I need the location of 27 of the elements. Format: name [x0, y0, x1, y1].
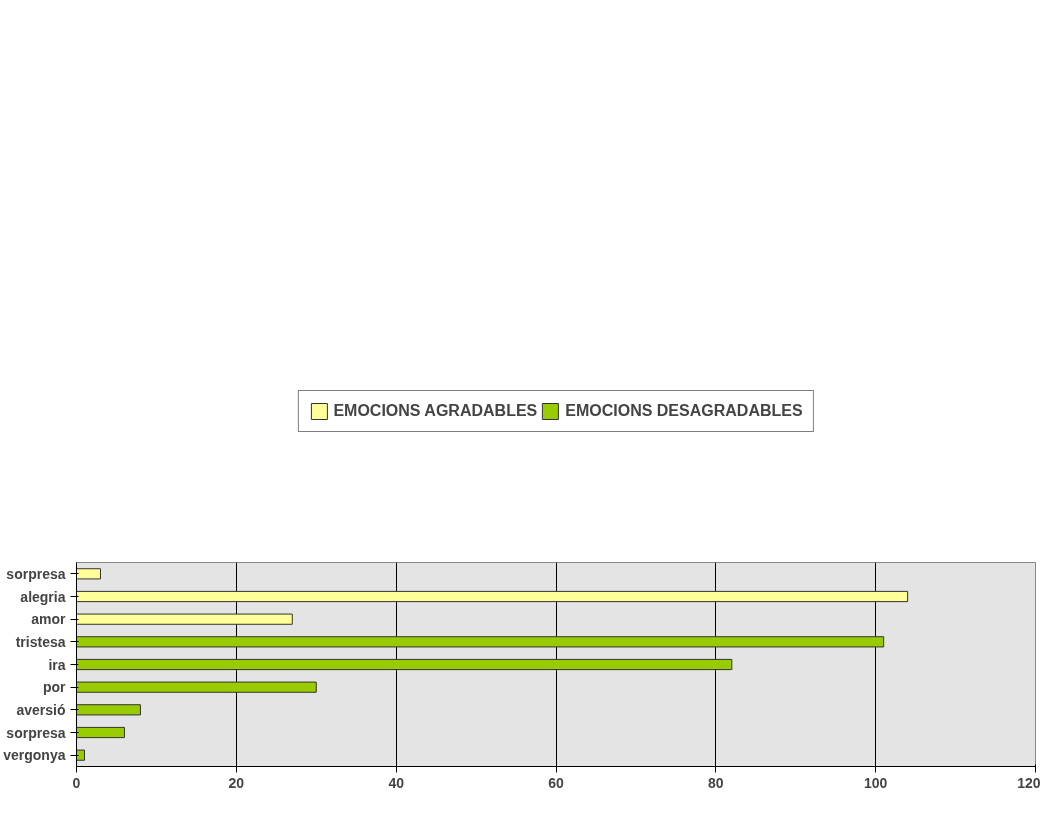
x-tick-label: 0: [72, 774, 81, 791]
bar: [76, 568, 101, 580]
y-tick-label: ira: [48, 656, 66, 673]
bar: [76, 590, 909, 603]
bar: [76, 658, 733, 671]
bar: [76, 704, 141, 716]
y-tick-label: sorpresa: [6, 724, 66, 741]
y-tick-label: sorpresa: [6, 565, 66, 582]
legend-label: EMOCIONS DESAGRADABLES: [565, 402, 803, 420]
bar: [76, 726, 125, 739]
legend-label: EMOCIONS AGRADABLES: [333, 402, 538, 420]
x-tick-label: 40: [388, 774, 405, 791]
x-tick-label: 80: [708, 774, 724, 791]
bar: [76, 613, 293, 625]
y-tick-label: aversió: [16, 701, 66, 718]
bar: [76, 636, 885, 648]
bar: [76, 681, 317, 693]
x-tick-label: 120: [1017, 774, 1041, 791]
y-tick-label: alegria: [20, 588, 66, 605]
y-tick-label: vergonya: [3, 747, 66, 764]
y-tick-label: tristesa: [15, 633, 66, 650]
x-tick-label: 20: [228, 774, 245, 791]
x-tick-label: 100: [863, 774, 888, 791]
y-tick-label: por: [42, 679, 67, 696]
bar: [76, 749, 85, 761]
y-tick-label: amor: [31, 611, 67, 628]
x-tick-label: 60: [548, 774, 564, 791]
